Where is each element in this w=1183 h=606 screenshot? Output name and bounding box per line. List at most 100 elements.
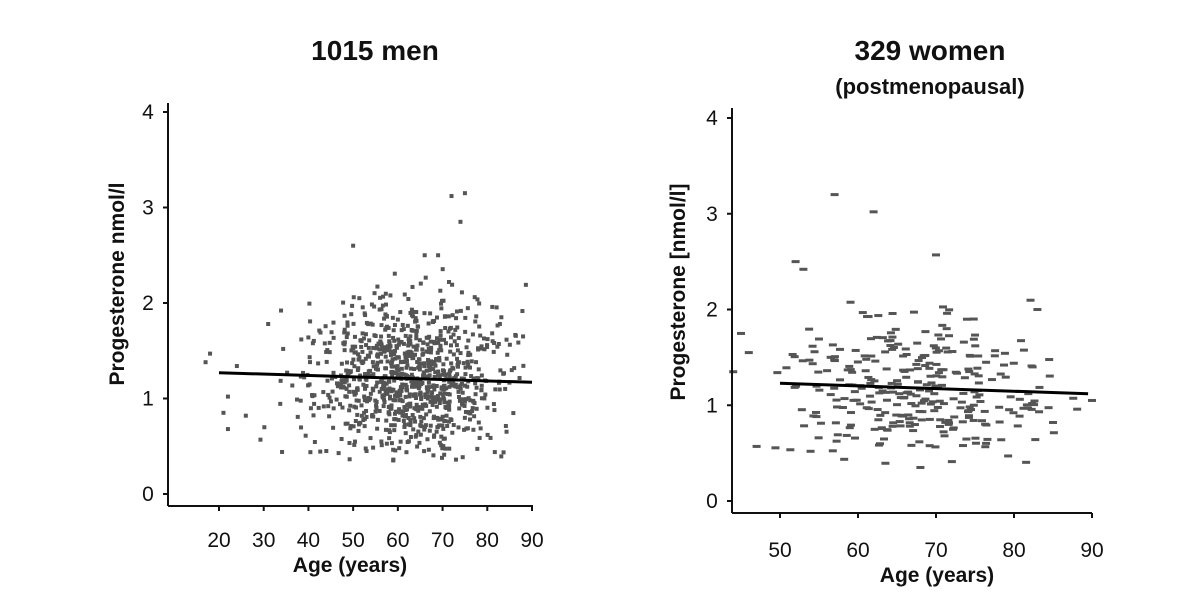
men-data-point xyxy=(511,411,516,416)
women-data-point xyxy=(930,392,939,396)
men-data-point xyxy=(463,372,468,377)
men-data-point xyxy=(443,341,448,346)
men-data-point xyxy=(377,389,382,394)
men-data-point xyxy=(416,324,421,329)
men-data-point xyxy=(363,332,368,337)
men-data-point xyxy=(417,364,422,369)
women-data-point xyxy=(889,421,898,425)
men-data-point xyxy=(400,413,405,418)
women-panel-title: 329 women xyxy=(855,35,1006,66)
women-data-point xyxy=(917,356,926,360)
women-data-point xyxy=(931,346,940,350)
men-data-point xyxy=(295,397,300,402)
men-data-point xyxy=(362,424,367,429)
men-data-point xyxy=(478,426,483,431)
men-data-point xyxy=(370,360,375,365)
men-data-point xyxy=(436,340,441,345)
men-scatter-points xyxy=(203,191,528,463)
men-data-point xyxy=(474,314,479,319)
men-data-point xyxy=(410,309,415,314)
men-data-point xyxy=(355,367,360,372)
men-data-point xyxy=(422,449,427,454)
men-data-point xyxy=(404,359,409,364)
women-data-point xyxy=(790,355,799,359)
men-data-point xyxy=(425,389,430,394)
men-data-point xyxy=(339,361,344,366)
women-data-point xyxy=(913,367,922,371)
men-data-point xyxy=(450,313,455,318)
men-data-point xyxy=(448,335,453,340)
women-data-point xyxy=(893,382,902,386)
women-data-point xyxy=(938,323,947,327)
women-data-point xyxy=(971,436,980,440)
men-data-point xyxy=(392,417,397,422)
men-x-tick-label: 50 xyxy=(341,529,364,552)
men-data-point xyxy=(395,364,400,369)
men-data-point xyxy=(375,417,380,422)
men-data-point xyxy=(371,345,376,350)
men-data-point xyxy=(348,369,353,374)
women-data-point xyxy=(927,381,936,385)
women-data-point xyxy=(810,350,819,354)
men-data-point xyxy=(368,350,373,355)
women-data-point xyxy=(814,337,823,341)
men-data-point xyxy=(423,394,428,399)
men-data-point xyxy=(371,388,376,393)
women-data-point xyxy=(933,405,942,409)
men-data-point xyxy=(455,372,460,377)
men-data-point xyxy=(404,373,409,378)
men-data-point xyxy=(371,445,376,450)
men-data-point xyxy=(442,400,447,405)
men-data-point xyxy=(402,292,407,297)
women-data-point xyxy=(960,376,969,380)
women-data-point xyxy=(880,437,889,441)
men-data-point xyxy=(476,347,481,352)
men-data-point xyxy=(312,440,317,445)
women-data-point xyxy=(940,434,949,438)
men-data-point xyxy=(523,282,528,287)
men-data-point xyxy=(321,390,326,395)
men-data-point xyxy=(378,351,383,356)
women-data-point xyxy=(1030,403,1039,407)
women-data-point xyxy=(867,354,876,358)
men-data-point xyxy=(373,333,378,338)
men-data-point xyxy=(488,435,493,440)
men-data-point xyxy=(410,355,415,360)
men-data-point xyxy=(424,412,429,417)
women-data-point xyxy=(771,446,780,450)
men-data-point xyxy=(295,414,300,419)
men-data-point xyxy=(298,398,303,403)
men-data-point xyxy=(368,391,373,396)
men-data-point xyxy=(311,413,316,418)
women-data-point xyxy=(921,364,930,368)
women-scatter-points xyxy=(729,193,1096,469)
women-data-point xyxy=(799,267,808,271)
women-data-point xyxy=(892,413,901,417)
men-data-point xyxy=(341,300,346,305)
men-data-point xyxy=(355,387,360,392)
men-data-point xyxy=(468,352,473,357)
men-data-point xyxy=(394,370,399,375)
women-data-point xyxy=(916,388,925,392)
men-data-point xyxy=(366,354,371,359)
women-data-point xyxy=(850,390,859,394)
men-data-point xyxy=(346,368,351,373)
men-data-point xyxy=(472,401,477,406)
men-data-point xyxy=(451,423,456,428)
women-data-point xyxy=(976,399,985,403)
men-data-point xyxy=(433,363,438,368)
men-data-point xyxy=(379,341,384,346)
men-data-point xyxy=(392,271,397,276)
men-data-point xyxy=(476,420,481,425)
men-data-point xyxy=(465,359,470,364)
men-data-point xyxy=(467,365,472,370)
men-data-point xyxy=(416,408,421,413)
men-data-point xyxy=(351,346,356,351)
men-data-point xyxy=(339,379,344,384)
women-data-point xyxy=(905,421,914,425)
women-data-point xyxy=(878,336,887,340)
women-y-axis-label: Progesterone [nmol/l] xyxy=(667,183,690,400)
men-data-point xyxy=(477,301,482,306)
men-data-point xyxy=(434,357,439,362)
men-data-point xyxy=(343,421,348,426)
